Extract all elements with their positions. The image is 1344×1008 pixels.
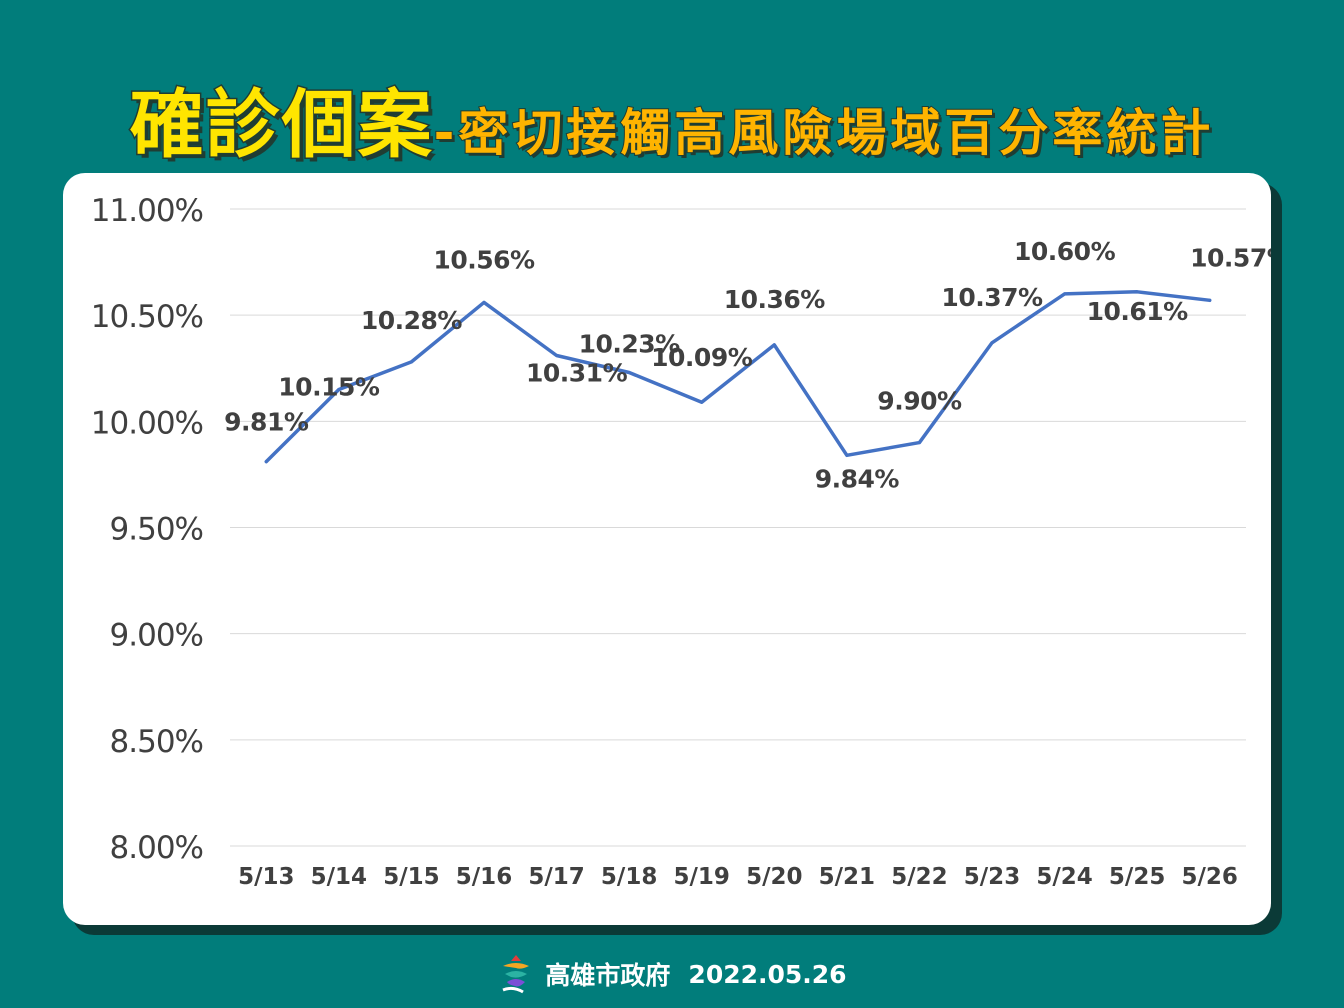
- footer: 高雄市政府 2022.05.26: [0, 950, 1344, 998]
- x-tick-label: 5/19: [674, 864, 730, 890]
- chart-card: 8.00% 8.50% 9.00% 9.50% 10.00% 10.50% 11.00% 5/…: [63, 173, 1271, 925]
- x-tick-label: 5/20: [746, 864, 802, 890]
- footer-org: 高雄市政府: [545, 961, 671, 990]
- x-tick-label: 5/18: [601, 864, 657, 890]
- data-point: [337, 387, 341, 391]
- data-point: [1135, 290, 1139, 294]
- x-tick-label: 5/21: [819, 864, 875, 890]
- y-tick-label: 9.50%: [110, 512, 203, 548]
- series-line: [264, 290, 1212, 464]
- x-tick-label: 5/23: [964, 864, 1020, 890]
- x-tick-label: 5/24: [1036, 864, 1092, 890]
- data-label: 10.31%: [526, 359, 628, 388]
- data-point: [1063, 292, 1067, 296]
- data-label: 10.37%: [941, 283, 1043, 312]
- x-tick-label: 5/13: [238, 864, 294, 890]
- data-point: [1208, 298, 1212, 302]
- x-tick-label: 5/16: [456, 864, 512, 890]
- data-label: 10.15%: [278, 372, 380, 401]
- data-label: 10.23%: [579, 329, 681, 358]
- data-label: 9.84%: [815, 464, 900, 493]
- data-point: [845, 453, 849, 457]
- data-label: 10.61%: [1087, 297, 1189, 326]
- y-tick-label: 10.00%: [91, 405, 203, 441]
- x-tick-label: 5/25: [1109, 864, 1165, 890]
- data-label: 10.57%: [1190, 243, 1271, 272]
- data-point: [700, 400, 704, 404]
- data-point: [990, 341, 994, 345]
- data-point: [555, 354, 559, 358]
- data-label: 10.56%: [433, 245, 535, 274]
- data-point: [917, 441, 921, 445]
- y-tick-label: 11.00%: [91, 193, 203, 229]
- page-title: 確診個案: [128, 82, 434, 168]
- data-point: [627, 370, 631, 374]
- kaohsiung-logo-icon: [502, 955, 530, 994]
- line-chart: 8.00% 8.50% 9.00% 9.50% 10.00% 10.50% 11.00% 5/…: [91, 193, 1271, 890]
- title-dash: -: [433, 104, 459, 162]
- data-label: 10.36%: [724, 285, 826, 314]
- x-tick-label: 5/26: [1182, 864, 1238, 890]
- y-tick-label: 9.00%: [110, 618, 203, 654]
- data-label: 10.60%: [1014, 237, 1116, 266]
- data-label: 9.81%: [224, 408, 309, 437]
- footer-date: 2022.05.26: [688, 959, 847, 989]
- data-label: 10.09%: [651, 343, 753, 372]
- data-point: [264, 460, 268, 464]
- x-tick-label: 5/22: [891, 864, 947, 890]
- x-tick-label: 5/14: [311, 864, 367, 890]
- y-tick-label: 8.00%: [110, 830, 203, 866]
- data-point: [772, 343, 776, 347]
- page-subtitle: 密切接觸高風險場域百分率統計: [457, 104, 1215, 162]
- y-tick-label: 8.50%: [110, 724, 203, 760]
- x-tick-label: 5/15: [383, 864, 439, 890]
- y-tick-label: 10.50%: [91, 299, 203, 335]
- x-tick-label: 5/17: [528, 864, 584, 890]
- data-label: 10.28%: [361, 306, 463, 335]
- title-bar: 確診個案 - 密切接觸高風險場域百分率統計: [0, 52, 1344, 168]
- data-point: [409, 360, 413, 364]
- data-label: 9.90%: [877, 387, 962, 416]
- data-point: [482, 300, 486, 304]
